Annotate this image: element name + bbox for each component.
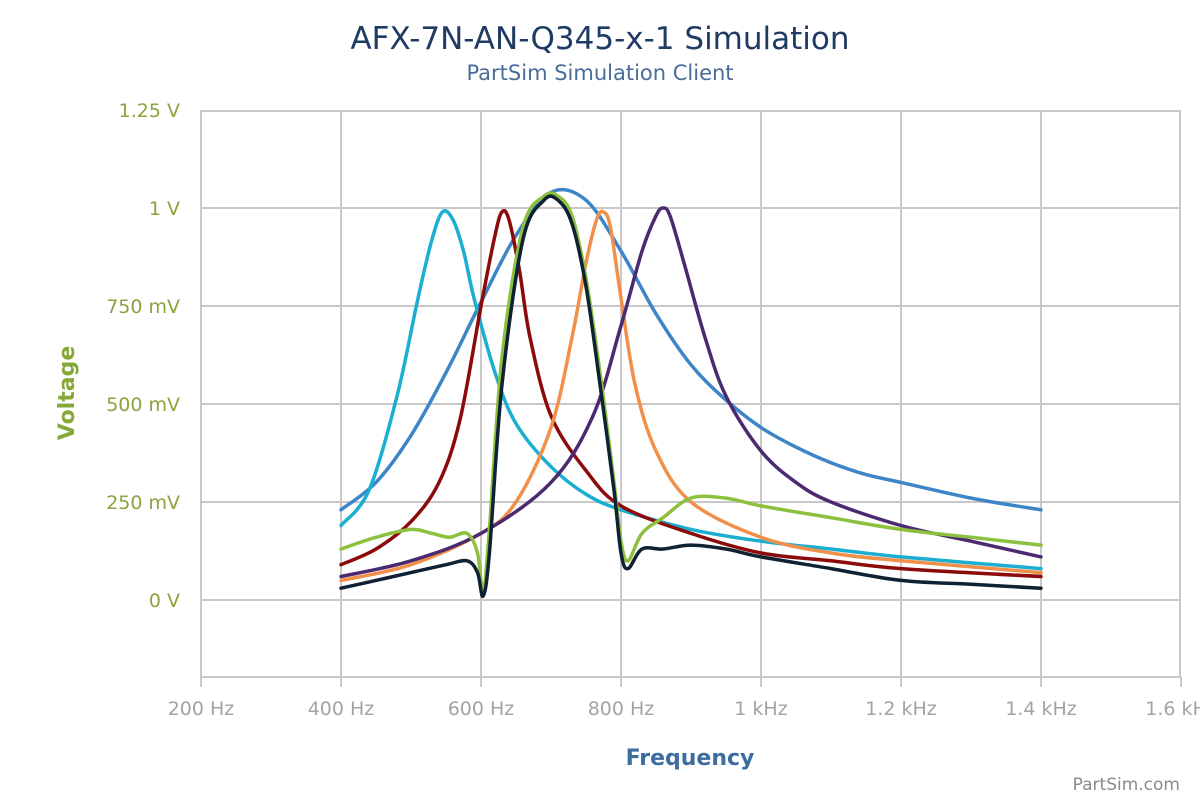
- x-tick-label: 200 Hz: [168, 698, 235, 720]
- y-tick-label: 1.25 V: [119, 100, 180, 122]
- series-line-6: [339, 191, 1043, 594]
- series-line-1: [339, 187, 1043, 512]
- x-tick-label: 800 Hz: [588, 698, 655, 720]
- x-axis-ticks: 200 Hz 400 Hz 600 Hz 800 Hz 1 kHz 1.2 kHz 1.4 …: [168, 698, 1200, 720]
- chart-subtitle: PartSim Simulation Client: [466, 61, 733, 85]
- series-line-3: [339, 208, 1043, 579]
- x-tick-label: 1 kHz: [734, 698, 787, 720]
- series-line-7: [339, 194, 1043, 598]
- chart-title: AFX-7N-AN-Q345-x-1 Simulation: [350, 21, 849, 57]
- series-layer: [339, 187, 1043, 598]
- y-tick-label: 1 V: [149, 198, 180, 220]
- y-tick-label: 500 mV: [106, 394, 180, 416]
- y-tick-label: 0 V: [149, 590, 180, 612]
- credit-label: PartSim.com: [1073, 775, 1180, 795]
- y-axis-ticks: 0 V 250 mV 500 mV 750 mV 1 V 1.25 V: [106, 100, 180, 612]
- series-line-5: [339, 206, 1043, 579]
- y-tick-label: 250 mV: [106, 492, 180, 514]
- x-tick-label: 1.2 kHz: [865, 698, 937, 720]
- plot-area-frame: [200, 110, 1181, 678]
- x-axis-label: Frequency: [626, 746, 755, 771]
- series-line-2: [339, 209, 1043, 571]
- series-line-4: [339, 209, 1043, 583]
- x-tick-label: 1.4 kHz: [1005, 698, 1077, 720]
- x-tick-label: 400 Hz: [308, 698, 375, 720]
- x-tick-label: 1.6 kHz: [1145, 698, 1200, 720]
- y-tick-label: 750 mV: [106, 296, 180, 318]
- grid-layer: [200, 110, 1182, 687]
- x-tick-label: 600 Hz: [448, 698, 515, 720]
- y-axis-label: Voltage: [55, 346, 80, 441]
